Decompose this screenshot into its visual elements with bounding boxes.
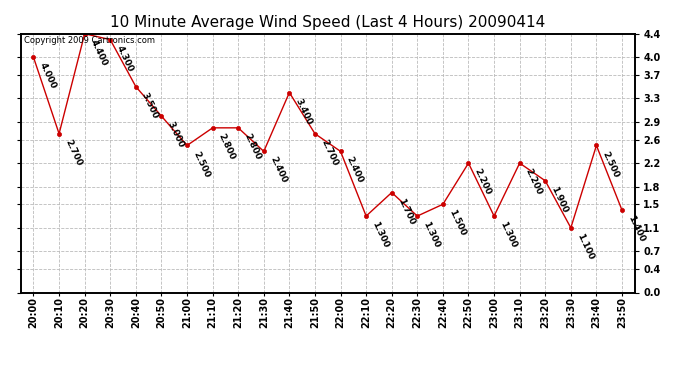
Text: 4.400: 4.400 [89, 38, 109, 68]
Text: 3.500: 3.500 [140, 91, 160, 120]
Text: 4.300: 4.300 [115, 44, 135, 73]
Text: 1.300: 1.300 [422, 220, 442, 249]
Text: 3.400: 3.400 [293, 97, 314, 126]
Text: 2.700: 2.700 [63, 138, 83, 167]
Text: Copyright 2009 Cartronics.com: Copyright 2009 Cartronics.com [23, 36, 155, 45]
Text: 2.800: 2.800 [242, 132, 262, 161]
Text: 1.300: 1.300 [371, 220, 391, 249]
Text: 1.100: 1.100 [575, 232, 595, 261]
Text: 1.500: 1.500 [447, 209, 467, 238]
Text: 2.700: 2.700 [319, 138, 339, 167]
Text: 4.000: 4.000 [38, 62, 58, 91]
Text: 3.000: 3.000 [166, 120, 186, 149]
Text: 2.200: 2.200 [524, 167, 544, 196]
Text: 1.900: 1.900 [549, 185, 569, 214]
Text: 2.400: 2.400 [268, 156, 288, 185]
Text: 2.200: 2.200 [473, 167, 493, 196]
Text: 2.800: 2.800 [217, 132, 237, 161]
Text: 2.400: 2.400 [345, 156, 365, 185]
Title: 10 Minute Average Wind Speed (Last 4 Hours) 20090414: 10 Minute Average Wind Speed (Last 4 Hou… [110, 15, 545, 30]
Text: 1.700: 1.700 [396, 197, 416, 226]
Text: 2.500: 2.500 [191, 150, 211, 179]
Text: 2.500: 2.500 [600, 150, 620, 179]
Text: 1.300: 1.300 [498, 220, 518, 249]
Text: 1.400: 1.400 [626, 214, 647, 244]
